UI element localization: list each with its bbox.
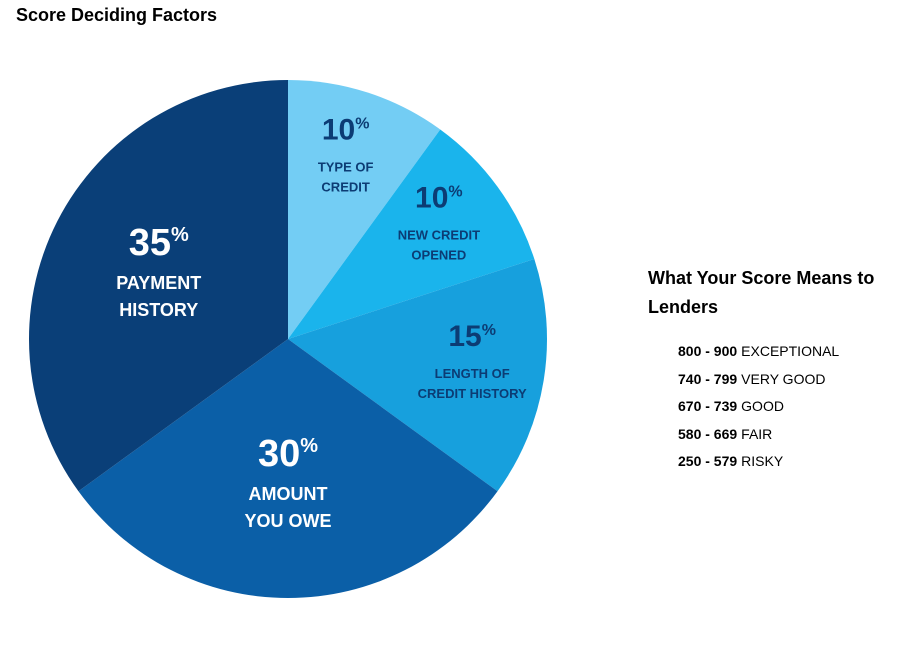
value-label: 10% — [415, 181, 463, 214]
value-label: 10% — [322, 114, 370, 147]
slice-label-line: CREDIT — [321, 180, 369, 195]
value-number: 10 — [415, 181, 448, 214]
value-number: 35 — [129, 222, 171, 264]
pie-slice — [78, 339, 498, 598]
score-range: 800 - 900 — [678, 343, 738, 359]
value-unit: % — [171, 224, 189, 246]
slice-label: PAYMENT HISTORY — [116, 273, 201, 320]
chart-title: Score Deciding Factors — [16, 5, 217, 25]
score-label: EXCEPTIONAL — [741, 343, 840, 359]
score-row: 580 - 669 FAIR — [678, 421, 898, 449]
slice-label-line: HISTORY — [119, 300, 198, 320]
score-label: FAIR — [741, 425, 773, 442]
value-number: 30 — [258, 433, 300, 475]
score-range: 250 - 579 — [678, 453, 738, 469]
slice-label: AMOUNT YOU OWE — [244, 484, 331, 531]
score-range: 580 - 669 — [678, 425, 738, 442]
slice-label-line: YOU OWE — [244, 511, 331, 531]
slice-label-line: PAYMENT — [116, 273, 201, 293]
pie-slice — [288, 258, 547, 492]
value-unit: % — [355, 116, 369, 133]
pie-slice — [28, 80, 288, 492]
legend-title: What Your Score Means to Lenders — [648, 268, 875, 317]
pie-slice — [288, 129, 535, 339]
score-row: 800 - 900 EXCEPTIONAL — [678, 338, 898, 366]
value-unit: % — [482, 322, 496, 339]
slice-label: NEW CREDIT OPENED — [398, 227, 480, 262]
score-range: 670 - 739 — [678, 398, 738, 414]
score-row: 740 - 799 VERY GOOD — [678, 366, 898, 394]
slice-label-line: TYPE OF — [318, 160, 374, 175]
slice-label-line: CREDIT HISTORY — [418, 386, 527, 401]
value-unit: % — [300, 435, 318, 457]
slice-label-line: LENGTH OF — [435, 366, 510, 381]
score-row: 250 - 579 RISKY — [678, 448, 898, 476]
slice-label-line: AMOUNT — [249, 484, 328, 504]
value-number: 15 — [448, 320, 481, 353]
score-range: 740 - 799 — [678, 370, 738, 387]
slice-label-line: NEW CREDIT — [398, 227, 480, 242]
slice-label: TYPE OF CREDIT — [318, 160, 374, 195]
pie-slice — [288, 80, 441, 339]
value-unit: % — [448, 183, 462, 200]
score-label: RISKY — [741, 453, 784, 469]
slice-label-line: OPENED — [411, 247, 466, 262]
score-label: VERY GOOD — [741, 370, 826, 387]
score-legend: What Your Score Means to Lenders 800 - 9… — [648, 264, 898, 476]
slice-label: LENGTH OF CREDIT HISTORY — [418, 366, 527, 401]
score-row: 670 - 739 GOOD — [678, 393, 898, 421]
value-number: 10 — [322, 114, 355, 147]
score-label: GOOD — [741, 398, 784, 414]
value-label: 30% — [258, 433, 318, 475]
value-label: 35% — [129, 222, 189, 264]
value-label: 15% — [448, 320, 496, 353]
chart: Score Deciding Factors 10% TYPE OF CREDIT 1… — [16, 5, 547, 598]
